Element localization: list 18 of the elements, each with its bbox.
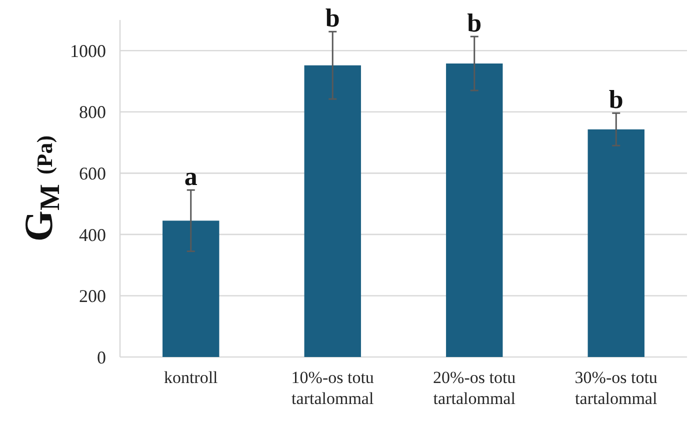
y-tick-label: 800 xyxy=(79,102,106,122)
annotation: b xyxy=(325,4,340,33)
x-tick-label: kontroll xyxy=(164,368,218,387)
y-tick-label: 1000 xyxy=(70,40,106,61)
annotation: a xyxy=(184,162,198,192)
y-tick-label: 400 xyxy=(79,224,106,245)
bar xyxy=(446,64,503,357)
bar xyxy=(304,65,361,357)
x-tick-label: 10%-os totu tartalommal xyxy=(291,368,374,408)
annotation: b xyxy=(467,8,482,38)
y-tick-label: 600 xyxy=(79,163,106,184)
bar xyxy=(162,220,220,357)
x-tick-label: 20%-os totu tartalommal xyxy=(433,368,516,408)
y-tick-label: 0 xyxy=(97,347,106,368)
x-tick-label: 30%-os totu tartalommal xyxy=(574,368,658,408)
bar xyxy=(588,129,644,357)
y-tick-label: 200 xyxy=(79,286,106,306)
annotation: b xyxy=(608,85,624,114)
